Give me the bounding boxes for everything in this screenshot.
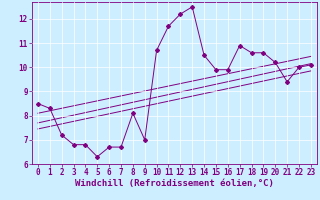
X-axis label: Windchill (Refroidissement éolien,°C): Windchill (Refroidissement éolien,°C) [75,179,274,188]
